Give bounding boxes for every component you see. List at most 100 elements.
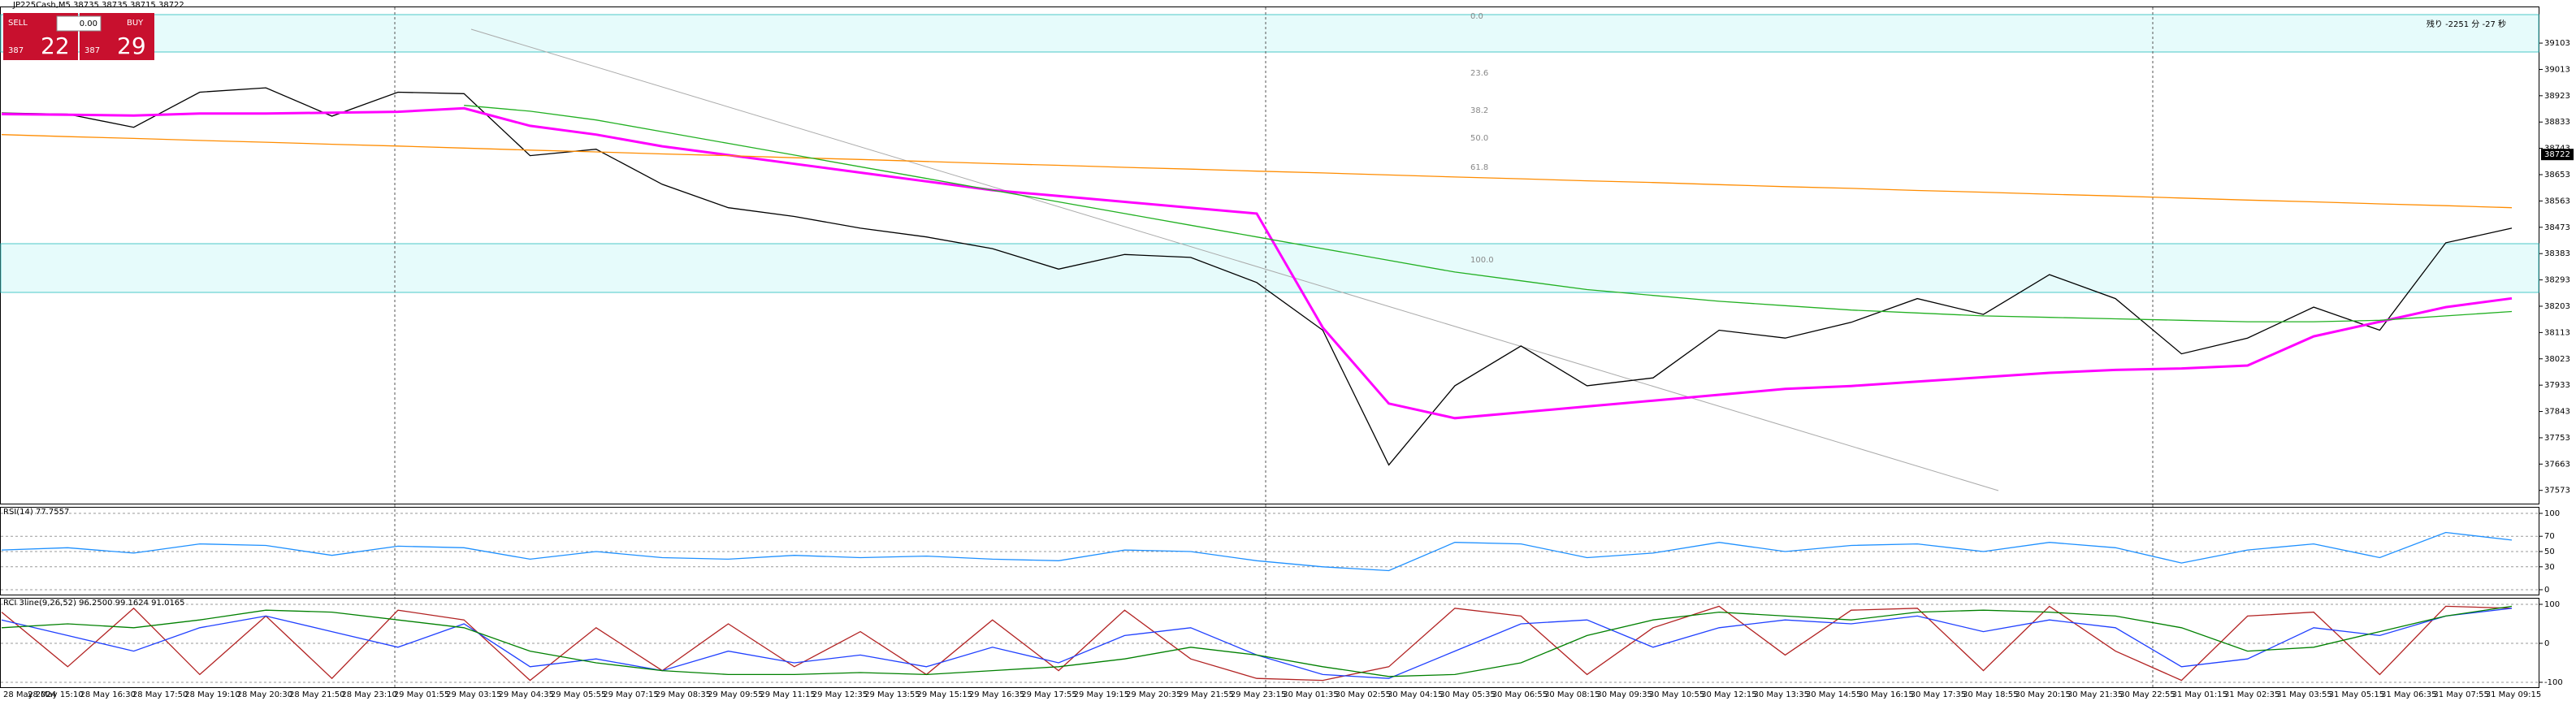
x-tick-label: 30 May 22:55: [2119, 690, 2176, 699]
y-tick-label: 39103: [2544, 39, 2570, 48]
x-tick-label: 30 May 21:35: [2067, 690, 2124, 699]
x-tick-label: 29 May 01:55: [394, 690, 450, 699]
fib-label: 23.6: [1470, 69, 1488, 78]
y-tick-label: 70: [2544, 532, 2555, 541]
x-tick-label: 30 May 17:35: [1911, 690, 1967, 699]
x-tick-label: 29 May 08:35: [656, 690, 712, 699]
x-tick-label: 28 May 19:10: [184, 690, 240, 699]
x-tick-label: 30 May 05:35: [1440, 690, 1496, 699]
x-tick-label: 31 May 05:15: [2329, 690, 2385, 699]
y-tick-label: 37573: [2544, 487, 2570, 495]
x-tick-label: 30 May 20:15: [2015, 690, 2071, 699]
x-tick-label: 28 May 17:50: [132, 690, 188, 699]
y-tick-label: 38833: [2544, 118, 2570, 127]
x-tick-label: 30 May 12:15: [1701, 690, 1757, 699]
buy-price-big[interactable]: 387: [84, 46, 100, 55]
y-tick-label: 37933: [2544, 381, 2570, 390]
y-tick-label: 0: [2544, 586, 2549, 595]
x-tick-label: 30 May 08:15: [1544, 690, 1600, 699]
series-line: [1, 531, 2513, 572]
x-tick-label: 29 May 03:15: [446, 690, 502, 699]
x-tick-label: 30 May 02:55: [1335, 690, 1391, 699]
y-tick-label: 38653: [2544, 171, 2570, 180]
y-tick-label: 37843: [2544, 408, 2570, 417]
fib-label: 100.0: [1470, 256, 1494, 265]
y-tick-label: 37753: [2544, 434, 2570, 443]
y-tick-label: 39013: [2544, 65, 2570, 74]
buy-label[interactable]: BUY: [127, 19, 144, 28]
x-tick-label: 28 May 23:10: [341, 690, 397, 699]
x-tick-label: 29 May 17:55: [1021, 690, 1077, 699]
x-tick-label: 30 May 01:35: [1283, 690, 1339, 699]
sell-label[interactable]: SELL: [8, 19, 28, 28]
indicator-title: RCI 3line(9,26,52) 96.2500 99.1624 91.01…: [3, 599, 185, 608]
current-price-box: [2541, 149, 2574, 161]
x-tick-label: 30 May 14:55: [1806, 690, 1862, 699]
countdown: 残り -2251 分 -27 秒: [2427, 19, 2506, 29]
y-tick-label: 37663: [2544, 460, 2570, 469]
y-tick-label: 38743: [2544, 145, 2570, 154]
indicator-title: RSI(14) 77.7557: [3, 508, 69, 517]
x-tick-label: 30 May 10:55: [1649, 690, 1705, 699]
x-tick-label: 31 May 09:15: [2486, 690, 2542, 699]
x-tick-label: 29 May 20:35: [1126, 690, 1182, 699]
x-tick-label: 28 May 2024: [3, 690, 56, 699]
x-tick-label: 29 May 05:55: [551, 690, 607, 699]
x-tick-label: 30 May 16:15: [1858, 690, 1914, 699]
x-tick-label: 31 May 06:35: [2381, 690, 2437, 699]
y-tick-label: 38563: [2544, 197, 2570, 206]
x-tick-label: 29 May 13:55: [864, 690, 920, 699]
x-tick-label: 29 May 09:55: [708, 690, 764, 699]
x-tick-label: 29 May 23:15: [1231, 690, 1287, 699]
series-line: [1, 106, 2513, 420]
y-tick-label: 30: [2544, 563, 2555, 572]
y-tick-label: 38203: [2544, 302, 2570, 311]
x-tick-label: 31 May 03:55: [2276, 690, 2332, 699]
fib-label: 50.0: [1470, 134, 1488, 143]
fib-label: 38.2: [1470, 106, 1488, 115]
x-tick-label: 30 May 09:35: [1596, 690, 1652, 699]
x-tick-label: 29 May 11:15: [760, 690, 816, 699]
buy-price-small[interactable]: 29: [117, 32, 146, 59]
trend-line: [470, 28, 1999, 491]
y-tick-label: 38473: [2544, 223, 2570, 232]
trade-panel: SELL 387 22 BUY 387 29 0.00: [3, 13, 154, 60]
zone: [0, 14, 2539, 53]
y-tick-label: 100: [2544, 509, 2560, 518]
sell-price-small[interactable]: 22: [41, 32, 70, 59]
y-tick-label: 38113: [2544, 328, 2570, 337]
y-tick-label: 100: [2544, 600, 2560, 609]
series-line: [1, 605, 2513, 682]
y-tick-label: 38293: [2544, 276, 2570, 285]
x-tick-label: 31 May 01:15: [2171, 690, 2227, 699]
sell-price-big[interactable]: 387: [8, 46, 24, 55]
series-line: [1, 87, 2513, 466]
x-tick-label: 28 May 20:30: [237, 690, 293, 699]
zone: [0, 243, 2539, 293]
y-tick-label: -100: [2544, 678, 2563, 687]
y-tick-label: 38923: [2544, 92, 2570, 101]
lot-value[interactable]: 0.00: [80, 19, 97, 28]
series-line: [1, 605, 2513, 677]
series-line: [464, 105, 2513, 322]
y-tick-label: 38023: [2544, 355, 2570, 364]
x-tick-label: 28 May 15:10: [28, 690, 84, 699]
lot-input[interactable]: [56, 15, 102, 32]
symbol-header: JP225Cash,M5: [12, 1, 71, 10]
x-tick-label: 29 May 16:35: [969, 690, 1025, 699]
x-tick-label: 30 May 18:55: [1963, 690, 2019, 699]
x-tick-label: 30 May 04:15: [1388, 690, 1444, 699]
series-line: [1, 134, 2513, 209]
current-price-label: 38722: [2544, 150, 2570, 159]
x-tick-label: 29 May 04:35: [498, 690, 554, 699]
y-tick-label: 50: [2544, 547, 2555, 556]
fib-label: 61.8: [1470, 163, 1488, 172]
x-tick-label: 28 May 21:50: [289, 690, 345, 699]
x-tick-label: 29 May 19:15: [1074, 690, 1130, 699]
x-tick-label: 29 May 21:55: [1178, 690, 1234, 699]
y-tick-label: 38383: [2544, 249, 2570, 258]
x-tick-label: 30 May 13:35: [1753, 690, 1809, 699]
x-tick-label: 29 May 12:35: [812, 690, 868, 699]
x-tick-label: 28 May 16:30: [80, 690, 136, 699]
